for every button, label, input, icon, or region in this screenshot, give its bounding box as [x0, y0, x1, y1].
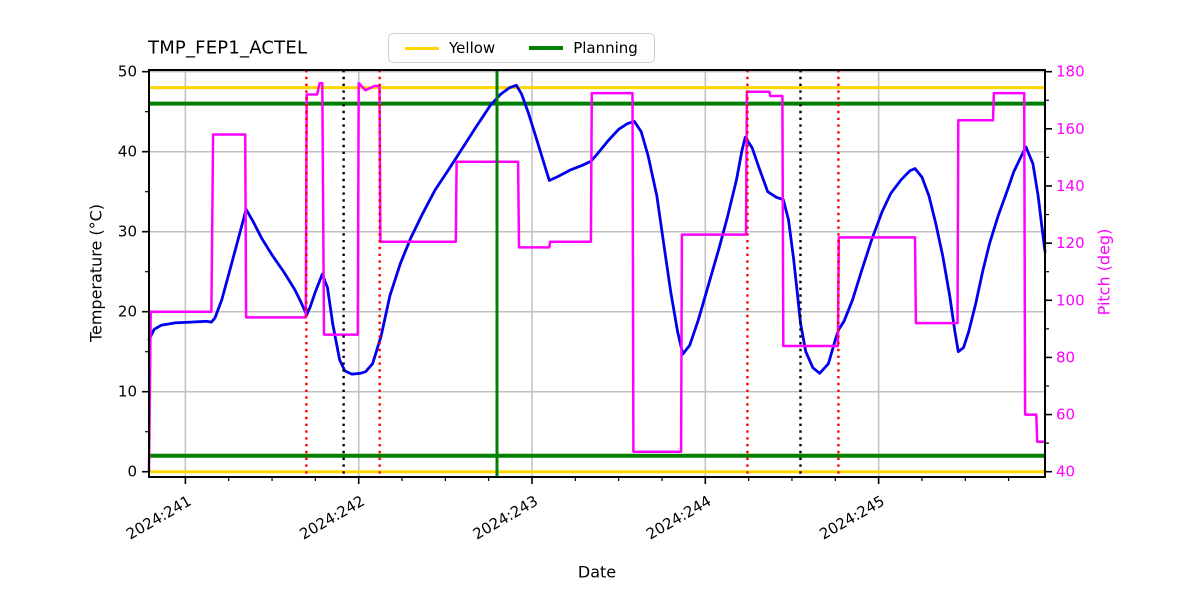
y-right-tick-label: 80: [1056, 348, 1075, 366]
y-right-tick-label: 100: [1056, 291, 1085, 309]
x-tick-label: 2024:241: [123, 492, 194, 544]
y-left-tick-label: 10: [118, 383, 137, 401]
y-left-tick-label: 40: [118, 143, 137, 161]
x-tick-label: 2024:244: [643, 492, 714, 544]
y-right-tick-label: 140: [1056, 177, 1085, 195]
event-lines: [305, 70, 840, 477]
limit-lines: [149, 86, 1045, 474]
legend: Yellow Planning: [388, 33, 655, 63]
legend-label-planning: Planning: [573, 39, 638, 57]
series: [147, 81, 1047, 473]
planning-line-swatch-icon: [529, 46, 564, 50]
x-tick-label: 2024:245: [816, 492, 887, 544]
y-right-tick-label: 180: [1056, 63, 1085, 81]
x-axis-label: Date: [577, 562, 617, 582]
y-right-tick-label: 60: [1056, 406, 1075, 424]
yellow-line-swatch-icon: [405, 46, 439, 50]
x-tick-label: 2024:242: [296, 492, 367, 544]
x-tick-label: 2024:243: [470, 492, 541, 544]
chart-title: TMP_FEP1_ACTEL: [148, 37, 308, 59]
y-left-tick-label: 30: [118, 223, 137, 241]
y-left-tick-label: 0: [127, 463, 137, 481]
y-axis-label-left: Temperature (°C): [86, 203, 106, 343]
legend-entry-yellow: Yellow: [405, 39, 495, 57]
y-left-tick-label: 50: [118, 63, 137, 81]
legend-label-yellow: Yellow: [449, 39, 496, 57]
y-right-tick-label: 160: [1056, 120, 1085, 138]
legend-entry-planning: Planning: [529, 39, 638, 57]
y-right-tick-label: 40: [1056, 463, 1075, 481]
y-left-tick-label: 20: [118, 303, 137, 321]
plot-border: [148, 69, 1046, 478]
pitch-series-line: [147, 81, 1047, 473]
y-axis-label-right: Pitch (deg): [1094, 228, 1114, 316]
temperature-series-line: [147, 83, 1047, 376]
y-right-tick-label: 120: [1056, 234, 1085, 252]
ticks: [142, 70, 1052, 484]
